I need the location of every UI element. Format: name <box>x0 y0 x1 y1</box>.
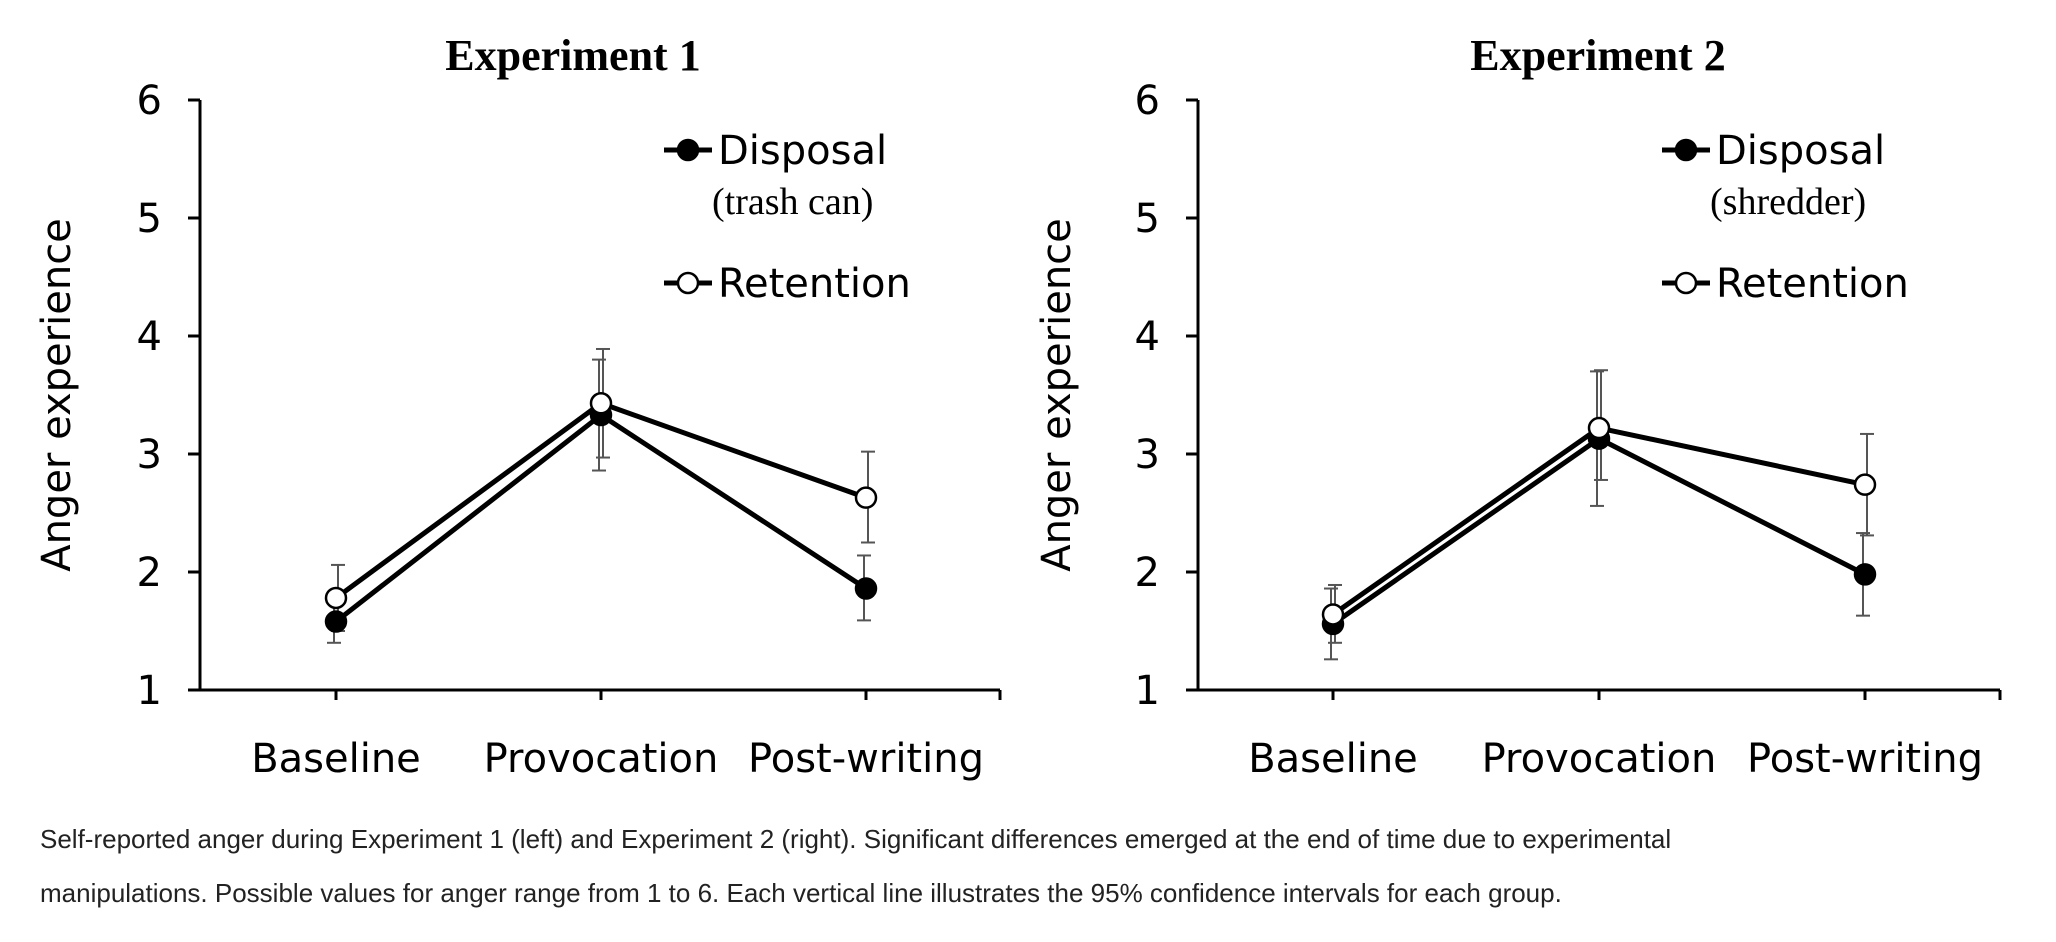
series-line-retention <box>334 400 867 600</box>
data-point-retention <box>1321 603 1345 626</box>
legend-entry-disposal: Disposal <box>718 128 887 174</box>
y-axis-label: Anger experience <box>34 218 80 572</box>
series-line-disposal <box>334 412 868 624</box>
y-axis-label: Anger experience <box>1034 218 1080 572</box>
legend-marker <box>676 271 700 295</box>
y-tick-label: 2 <box>1135 550 1160 596</box>
series-line-retention <box>1331 425 1866 617</box>
y-tick-label: 1 <box>1135 668 1160 714</box>
y-tick-label: 1 <box>137 668 162 714</box>
data-point-retention <box>324 586 348 610</box>
y-tick-label: 2 <box>137 550 162 596</box>
x-category-label: Baseline <box>251 736 421 782</box>
y-tick-label: 3 <box>137 432 162 478</box>
data-point-retention <box>589 392 613 415</box>
x-category-label: Provocation <box>484 736 719 782</box>
legend-entry-retention: Retention <box>718 261 911 307</box>
y-tick-label: 5 <box>1135 196 1160 242</box>
x-category-label: Post-writing <box>1747 736 1983 782</box>
data-point-retention <box>1587 416 1611 440</box>
y-tick-label: 5 <box>137 196 162 242</box>
legend-entry-retention: Retention <box>1716 261 1909 307</box>
y-tick-label: 6 <box>137 78 162 124</box>
x-category-label: Provocation <box>1482 736 1717 782</box>
legend-entry-subtitle: (shredder) <box>1710 181 1866 223</box>
y-tick-label: 3 <box>1135 432 1160 478</box>
legend-marker <box>1674 138 1698 162</box>
x-category-label: Baseline <box>1248 736 1418 782</box>
chart-panel-2: Experiment 2 Anger experience 1 2 3 4 5 6 Baseli… <box>1034 31 2002 782</box>
legend-entry-subtitle: (trash can) <box>712 181 873 223</box>
chart-title: Experiment 1 <box>445 31 700 80</box>
data-point-retention <box>854 486 878 509</box>
y-tick-label: 4 <box>137 314 162 360</box>
legend-marker <box>676 138 700 162</box>
figure-caption-line-1: Self-reported anger during Experiment 1 … <box>40 824 1672 854</box>
chart-title: Experiment 2 <box>1470 31 1725 80</box>
data-point-retention <box>1853 473 1877 496</box>
legend-marker <box>1674 271 1698 295</box>
figure-caption-line-2: manipulations. Possible values for anger… <box>40 878 1562 908</box>
chart-canvas: Experiment 1 Anger experience 1 2 3 4 5 6 Baseli… <box>34 31 2002 782</box>
data-point-disposal <box>324 610 348 633</box>
data-point-disposal <box>1853 563 1877 586</box>
y-tick-label: 4 <box>1135 314 1160 360</box>
data-point-disposal <box>854 577 878 600</box>
chart-panel-1: Experiment 1 Anger experience 1 2 3 4 5 6 Baseli… <box>34 31 1002 782</box>
y-tick-label: 6 <box>1135 78 1160 124</box>
legend-entry-disposal: Disposal <box>1716 128 1885 174</box>
x-category-label: Post-writing <box>748 736 984 782</box>
